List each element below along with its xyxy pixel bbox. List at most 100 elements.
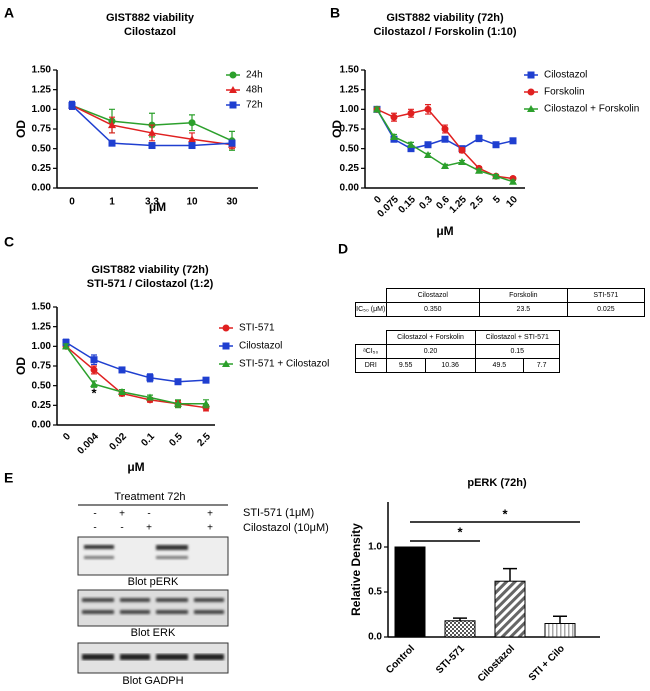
- marker: [509, 177, 517, 185]
- table-ic50: Cilostazol Forskolin STI-571 IC₅₀ (μM) 0…: [355, 288, 646, 317]
- legend-label: 24h: [246, 70, 263, 81]
- legend-marker: [222, 360, 230, 367]
- y-tick-label: 0.25: [32, 163, 52, 174]
- x-tick-label: 10: [186, 197, 198, 208]
- panel-label: A: [4, 5, 14, 21]
- y-tick-label: 1.00: [32, 341, 52, 352]
- y-tick-label: 1.0: [368, 542, 382, 553]
- marker: [407, 145, 415, 153]
- panel-label: E: [4, 470, 13, 486]
- marker: [424, 105, 432, 113]
- legend-label: Forskolin: [544, 87, 585, 98]
- legend-label: 72h: [246, 100, 263, 111]
- legend-label: Cilostazol + Forskolin: [544, 104, 639, 115]
- treatment-label: Cilostazol (10μM): [243, 522, 329, 534]
- marker: [390, 132, 398, 140]
- blot-label: Blot GADPH: [122, 675, 183, 687]
- y-axis-label: Relative Density: [349, 523, 363, 616]
- marker: [174, 378, 182, 386]
- marker: [188, 119, 196, 127]
- marker: [90, 380, 98, 388]
- marker: [441, 135, 449, 143]
- marker: [146, 374, 154, 382]
- bar: [544, 623, 576, 638]
- x-tick-label: 5: [491, 194, 503, 206]
- table-cell: 7.7: [523, 358, 560, 373]
- chart-title: GIST882 viability (72h): [91, 264, 209, 276]
- y-tick-label: 1.50: [32, 302, 52, 313]
- annotation: *: [457, 524, 463, 539]
- marker: [475, 166, 483, 174]
- error-bar: [503, 567, 517, 582]
- chart-title: pERK (72h): [467, 477, 527, 489]
- chart-title: STI-571 / Cilostazol (1:2): [87, 278, 214, 290]
- x-tick-label: STI + Cilo: [527, 643, 567, 683]
- x-tick-label: Cilostazol: [476, 643, 517, 684]
- marker: [492, 172, 500, 180]
- x-tick-label: 2.5: [195, 431, 213, 449]
- marker: [475, 134, 483, 142]
- table-cell: 0.20: [385, 344, 476, 359]
- sign: +: [207, 523, 213, 534]
- legend-label: STI-571 + Cilostazol: [239, 359, 329, 370]
- x-axis-label: μM: [127, 460, 144, 474]
- blot-image: [77, 536, 229, 674]
- series-line: [65, 345, 206, 405]
- y-tick-label: 1.25: [32, 84, 52, 95]
- marker: [424, 150, 432, 158]
- marker: [146, 393, 154, 401]
- marker: [188, 135, 196, 143]
- sign: -: [93, 523, 96, 534]
- blot-label: Blot ERK: [131, 627, 176, 639]
- marker: [108, 121, 116, 129]
- marker: [228, 139, 236, 147]
- panel-label: D: [338, 241, 348, 257]
- annotation: *: [91, 385, 97, 400]
- chart-title: GIST882 viability (72h): [386, 12, 504, 24]
- x-tick-label: 2.5: [468, 194, 486, 212]
- sign: +: [146, 523, 152, 534]
- chart-title: Cilostazol: [124, 26, 176, 38]
- table-ci: Cilostazol + Forskolin Cilostazol + STI-…: [355, 330, 561, 373]
- table-cell: 10.36: [424, 358, 476, 373]
- legend-marker: [527, 88, 535, 96]
- legend-label: Cilostazol: [239, 341, 282, 352]
- x-axis-label: μM: [436, 224, 453, 238]
- marker: [407, 109, 415, 117]
- legend-marker: [229, 71, 237, 79]
- y-tick-label: 0.50: [340, 143, 360, 154]
- y-tick-label: 0.00: [32, 183, 52, 194]
- blot-title: Treatment 72h: [114, 491, 185, 503]
- series-line: [65, 341, 207, 383]
- y-tick-label: 1.50: [32, 65, 52, 76]
- marker: [148, 128, 156, 136]
- y-tick-label: 1.25: [32, 321, 52, 332]
- x-tick-label: 0: [61, 431, 73, 443]
- table-cell: 9.55: [385, 358, 426, 373]
- marker: [202, 376, 210, 384]
- y-tick-label: 1.50: [340, 65, 360, 76]
- sign: -: [93, 509, 96, 520]
- marker: [458, 146, 466, 154]
- table-header: STI-571: [566, 288, 646, 303]
- marker: [90, 356, 98, 364]
- panel-label: C: [4, 234, 14, 250]
- y-tick-label: 0.75: [32, 124, 52, 135]
- legend-marker: [229, 86, 237, 93]
- x-tick-label: 0: [69, 197, 75, 208]
- y-tick-label: 0.00: [340, 183, 360, 194]
- legend-marker: [222, 324, 230, 332]
- x-tick-label: 0.15: [396, 194, 418, 216]
- error-bar: [553, 615, 567, 624]
- marker: [373, 105, 381, 113]
- y-tick-label: 0.75: [32, 361, 52, 372]
- marker: [174, 399, 182, 407]
- legend-marker: [527, 71, 535, 79]
- legend-label: 48h: [246, 85, 263, 96]
- sign: -: [147, 509, 150, 520]
- y-axis-label: OD: [330, 120, 344, 138]
- legend-marker: [229, 101, 237, 109]
- sign: +: [207, 509, 213, 520]
- y-axis-label: OD: [14, 357, 28, 375]
